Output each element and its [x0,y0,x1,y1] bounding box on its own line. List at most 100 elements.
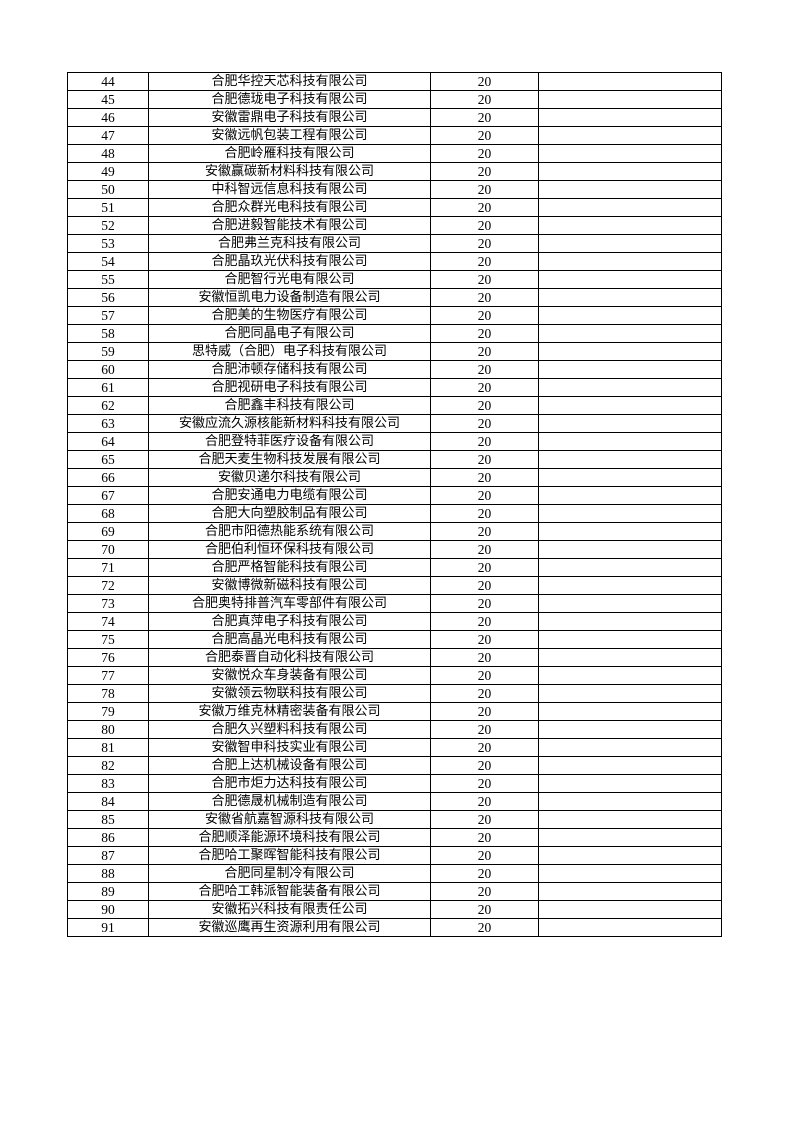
serial-number-cell: 85 [67,810,149,829]
value-cell: 20 [430,612,539,631]
value-cell: 20 [430,342,539,361]
value-cell: 20 [430,918,539,937]
table-row: 56 安徽恒凯电力设备制造有限公司 20 [67,288,722,307]
value-cell: 20 [430,864,539,883]
serial-number-cell: 56 [67,288,149,307]
note-cell [538,126,722,145]
value-cell: 20 [430,360,539,379]
company-name-cell: 合肥岭雁科技有限公司 [148,144,431,163]
note-cell [538,468,722,487]
note-cell [538,918,722,937]
company-name-cell: 合肥德晟机械制造有限公司 [148,792,431,811]
serial-number-cell: 51 [67,198,149,217]
value-cell: 20 [430,306,539,325]
company-name-cell: 合肥安通电力电缆有限公司 [148,486,431,505]
note-cell [538,90,722,109]
table-row: 77 安徽悦众车身装备有限公司 20 [67,666,722,685]
note-cell [538,792,722,811]
note-cell [538,396,722,415]
table-row: 74 合肥真萍电子科技有限公司 20 [67,612,722,631]
company-name-cell: 合肥上达机械设备有限公司 [148,756,431,775]
company-name-cell: 安徽拓兴科技有限责任公司 [148,900,431,919]
table-row: 59 思特威（合肥）电子科技有限公司 20 [67,342,722,361]
note-cell [538,360,722,379]
note-cell [538,72,722,91]
note-cell [538,522,722,541]
serial-number-cell: 52 [67,216,149,235]
serial-number-cell: 91 [67,918,149,937]
value-cell: 20 [430,324,539,343]
value-cell: 20 [430,594,539,613]
note-cell [538,594,722,613]
note-cell [538,648,722,667]
serial-number-cell: 81 [67,738,149,757]
note-cell [538,414,722,433]
company-name-cell: 合肥高晶光电科技有限公司 [148,630,431,649]
serial-number-cell: 53 [67,234,149,253]
value-cell: 20 [430,90,539,109]
note-cell [538,486,722,505]
company-name-cell: 合肥泰晋自动化科技有限公司 [148,648,431,667]
value-cell: 20 [430,486,539,505]
table-row: 87 合肥哈工聚晖智能科技有限公司 20 [67,846,722,865]
value-cell: 20 [430,72,539,91]
value-cell: 20 [430,774,539,793]
serial-number-cell: 69 [67,522,149,541]
note-cell [538,576,722,595]
company-name-cell: 安徽应流久源核能新材料科技有限公司 [148,414,431,433]
serial-number-cell: 76 [67,648,149,667]
company-name-cell: 安徽赢碳新材料科技有限公司 [148,162,431,181]
serial-number-cell: 90 [67,900,149,919]
company-name-cell: 合肥鑫丰科技有限公司 [148,396,431,415]
note-cell [538,630,722,649]
company-name-cell: 中科智远信息科技有限公司 [148,180,431,199]
table-row: 60 合肥沛顿存储科技有限公司 20 [67,360,722,379]
table-row: 82 合肥上达机械设备有限公司 20 [67,756,722,775]
serial-number-cell: 64 [67,432,149,451]
serial-number-cell: 55 [67,270,149,289]
value-cell: 20 [430,450,539,469]
company-name-cell: 合肥弗兰克科技有限公司 [148,234,431,253]
serial-number-cell: 58 [67,324,149,343]
value-cell: 20 [430,540,539,559]
serial-number-cell: 61 [67,378,149,397]
table-row: 65 合肥天麦生物科技发展有限公司 20 [67,450,722,469]
note-cell [538,684,722,703]
company-name-cell: 合肥同星制冷有限公司 [148,864,431,883]
serial-number-cell: 71 [67,558,149,577]
note-cell [538,306,722,325]
company-name-cell: 合肥久兴塑料科技有限公司 [148,720,431,739]
company-name-cell: 合肥顺泽能源环境科技有限公司 [148,828,431,847]
serial-number-cell: 62 [67,396,149,415]
table-row: 85 安徽省航嘉智源科技有限公司 20 [67,810,722,829]
table-row: 67 合肥安通电力电缆有限公司 20 [67,486,722,505]
note-cell [538,720,722,739]
value-cell: 20 [430,900,539,919]
value-cell: 20 [430,414,539,433]
table-row: 75 合肥高晶光电科技有限公司 20 [67,630,722,649]
table-row: 79 安徽万维克林精密装备有限公司 20 [67,702,722,721]
company-name-cell: 合肥市阳德热能系统有限公司 [148,522,431,541]
note-cell [538,900,722,919]
company-list-table: 44 合肥华控天芯科技有限公司 20 45 合肥德珑电子科技有限公司 20 46 安徽雷鼎电子… [67,72,722,937]
note-cell [538,882,722,901]
value-cell: 20 [430,828,539,847]
note-cell [538,180,722,199]
serial-number-cell: 47 [67,126,149,145]
table-row: 71 合肥严格智能科技有限公司 20 [67,558,722,577]
company-name-cell: 安徽省航嘉智源科技有限公司 [148,810,431,829]
serial-number-cell: 88 [67,864,149,883]
company-name-cell: 安徽领云物联科技有限公司 [148,684,431,703]
table-row: 78 安徽领云物联科技有限公司 20 [67,684,722,703]
company-name-cell: 安徽恒凯电力设备制造有限公司 [148,288,431,307]
value-cell: 20 [430,180,539,199]
company-name-cell: 合肥天麦生物科技发展有限公司 [148,450,431,469]
table-row: 51 合肥众群光电科技有限公司 20 [67,198,722,217]
note-cell [538,774,722,793]
note-cell [538,666,722,685]
company-name-cell: 安徽博微新磁科技有限公司 [148,576,431,595]
serial-number-cell: 59 [67,342,149,361]
table-row: 72 安徽博微新磁科技有限公司 20 [67,576,722,595]
table-body: 44 合肥华控天芯科技有限公司 20 45 合肥德珑电子科技有限公司 20 46 安徽雷鼎电子… [67,72,722,937]
table-row: 57 合肥美的生物医疗有限公司 20 [67,306,722,325]
